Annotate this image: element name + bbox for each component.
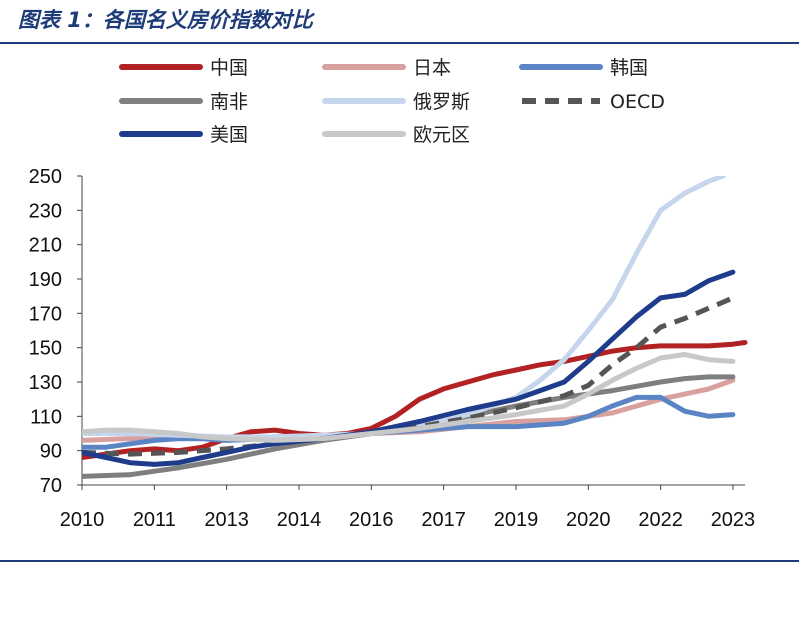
- x-tick-label: 2017: [421, 509, 466, 531]
- legend-label: 美国: [210, 124, 248, 146]
- axes: 70 90 110 130 150 170 190 210 230 250 2010 2011 2013…: [29, 166, 756, 531]
- y-tick-label: 90: [40, 441, 62, 463]
- series-line-OECD: [82, 295, 734, 457]
- x-tick-label: 2023: [711, 509, 756, 531]
- footer-rule: [0, 560, 799, 562]
- y-tick-label: 170: [29, 303, 62, 325]
- series-line-俄罗斯: [82, 176, 726, 440]
- y-tick-label: 110: [30, 406, 62, 428]
- x-tick-label: 2016: [349, 509, 394, 531]
- series-line-欧元区: [82, 352, 736, 443]
- x-tick-label: 2020: [566, 509, 611, 531]
- chart-title: 图表 1：各国名义房价指数对比: [18, 8, 313, 32]
- y-tick-label: 250: [29, 166, 62, 188]
- y-tick-label: 70: [40, 475, 62, 497]
- x-tick-label: 2011: [133, 509, 176, 531]
- legend-label: 日本: [413, 57, 451, 79]
- x-tick-label: 2010: [60, 509, 105, 531]
- y-tick-label: 210: [29, 235, 62, 257]
- legend-label: 中国: [210, 57, 248, 79]
- legend-label: OECD: [610, 91, 665, 113]
- x-tick-label: 2019: [494, 509, 539, 531]
- plot-area: [82, 176, 748, 479]
- y-tick-label: 130: [29, 372, 62, 394]
- series-line-美国: [82, 269, 736, 467]
- x-tick-label: 2013: [204, 509, 249, 531]
- legend-label: 俄罗斯: [413, 91, 470, 113]
- legend-label: 欧元区: [413, 124, 470, 146]
- x-tick-label: 2014: [277, 509, 322, 531]
- y-tick-label: 190: [29, 269, 62, 291]
- x-tick-label: 2022: [638, 509, 683, 531]
- legend-label: 韩国: [610, 57, 648, 79]
- y-tick-label: 150: [29, 338, 62, 360]
- legend-label: 南非: [210, 91, 248, 113]
- y-tick-label: 230: [29, 200, 62, 222]
- title-rule: [0, 42, 799, 44]
- series-line-中国: [82, 340, 748, 460]
